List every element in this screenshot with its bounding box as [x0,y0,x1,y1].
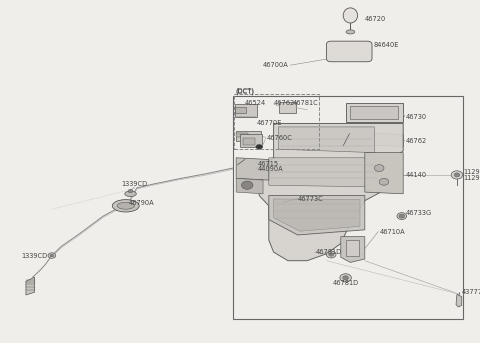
Text: 46770E: 46770E [257,120,282,127]
Text: 46720: 46720 [365,16,386,22]
Polygon shape [278,127,374,153]
Bar [235,104,257,117]
Polygon shape [26,277,35,295]
Ellipse shape [343,8,358,23]
Polygon shape [236,178,263,194]
Ellipse shape [256,144,263,149]
Polygon shape [456,294,462,307]
Text: (DCT): (DCT) [235,89,254,95]
Ellipse shape [326,251,336,258]
Text: 46524: 46524 [245,100,266,106]
Polygon shape [274,199,360,231]
Text: (DCT): (DCT) [235,87,254,94]
Text: 1339CD: 1339CD [21,252,47,259]
Ellipse shape [48,253,56,258]
Text: 46700A: 46700A [262,62,288,68]
Text: 46730: 46730 [406,114,427,120]
Text: 43777B: 43777B [462,289,480,295]
Ellipse shape [241,181,253,189]
Polygon shape [236,158,269,180]
Polygon shape [346,132,403,146]
Polygon shape [365,153,403,194]
Text: 84640E: 84640E [373,42,399,48]
Ellipse shape [454,173,460,177]
Ellipse shape [399,214,405,218]
Bar [240,134,262,147]
Ellipse shape [128,189,133,193]
Text: 46760C: 46760C [267,135,293,141]
Bar [233,96,463,319]
Ellipse shape [346,30,355,34]
Ellipse shape [125,191,136,197]
Polygon shape [259,123,403,261]
Bar [350,106,398,119]
Text: 46733G: 46733G [406,210,432,216]
Bar [236,133,248,137]
Ellipse shape [340,274,351,282]
Text: 46710A: 46710A [379,228,405,235]
Text: 44140: 44140 [406,172,427,178]
Ellipse shape [329,253,334,256]
Text: 46781D: 46781D [333,280,359,285]
Bar [346,240,359,256]
Text: 46773C: 46773C [298,196,324,202]
Text: 46781D: 46781D [316,249,342,255]
Text: 44090A: 44090A [257,166,283,172]
FancyBboxPatch shape [326,41,372,62]
Polygon shape [269,158,379,187]
Text: 1129EM: 1129EM [463,175,480,181]
Ellipse shape [343,276,348,280]
Text: 46762: 46762 [406,138,427,144]
Text: 46762: 46762 [274,100,295,106]
Ellipse shape [117,202,134,209]
Bar [243,138,255,145]
Text: 46781C: 46781C [293,100,319,106]
Text: 46790A: 46790A [129,200,154,206]
Text: 1339CD: 1339CD [121,181,147,187]
Bar [235,107,246,113]
Bar [279,102,296,113]
Ellipse shape [374,165,384,172]
Ellipse shape [451,171,463,179]
Ellipse shape [397,213,407,220]
Polygon shape [346,103,403,122]
Ellipse shape [50,254,54,257]
Text: 46715: 46715 [257,161,278,167]
Bar [234,94,319,149]
Polygon shape [341,237,365,262]
Polygon shape [236,131,261,141]
Ellipse shape [379,178,389,185]
Ellipse shape [112,200,139,212]
Polygon shape [269,196,365,235]
Text: 1129EW: 1129EW [463,169,480,175]
